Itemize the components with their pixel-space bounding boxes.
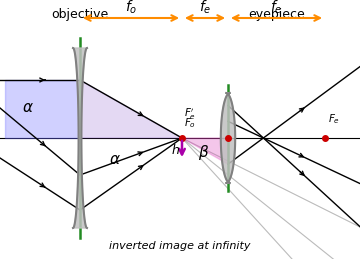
Text: $f_e$: $f_e$ bbox=[199, 0, 211, 16]
Text: h: h bbox=[171, 145, 179, 157]
Text: inverted image at infinity: inverted image at infinity bbox=[109, 241, 251, 251]
Text: objective: objective bbox=[51, 8, 109, 21]
Text: $f_o$: $f_o$ bbox=[125, 0, 137, 16]
Polygon shape bbox=[5, 80, 80, 138]
Text: eyepiece: eyepiece bbox=[248, 8, 305, 21]
Polygon shape bbox=[80, 80, 182, 138]
Polygon shape bbox=[182, 138, 228, 164]
Text: $\alpha$: $\alpha$ bbox=[109, 153, 121, 168]
Polygon shape bbox=[221, 93, 235, 183]
Text: $f_e$: $f_e$ bbox=[270, 0, 283, 16]
Polygon shape bbox=[73, 48, 87, 228]
Text: $\alpha$: $\alpha$ bbox=[22, 100, 34, 116]
Text: $F_e'$: $F_e'$ bbox=[184, 107, 196, 122]
Text: $F_e$: $F_e$ bbox=[328, 112, 340, 126]
Text: $F_o$: $F_o$ bbox=[184, 116, 196, 130]
Text: $\beta$: $\beta$ bbox=[198, 143, 210, 162]
